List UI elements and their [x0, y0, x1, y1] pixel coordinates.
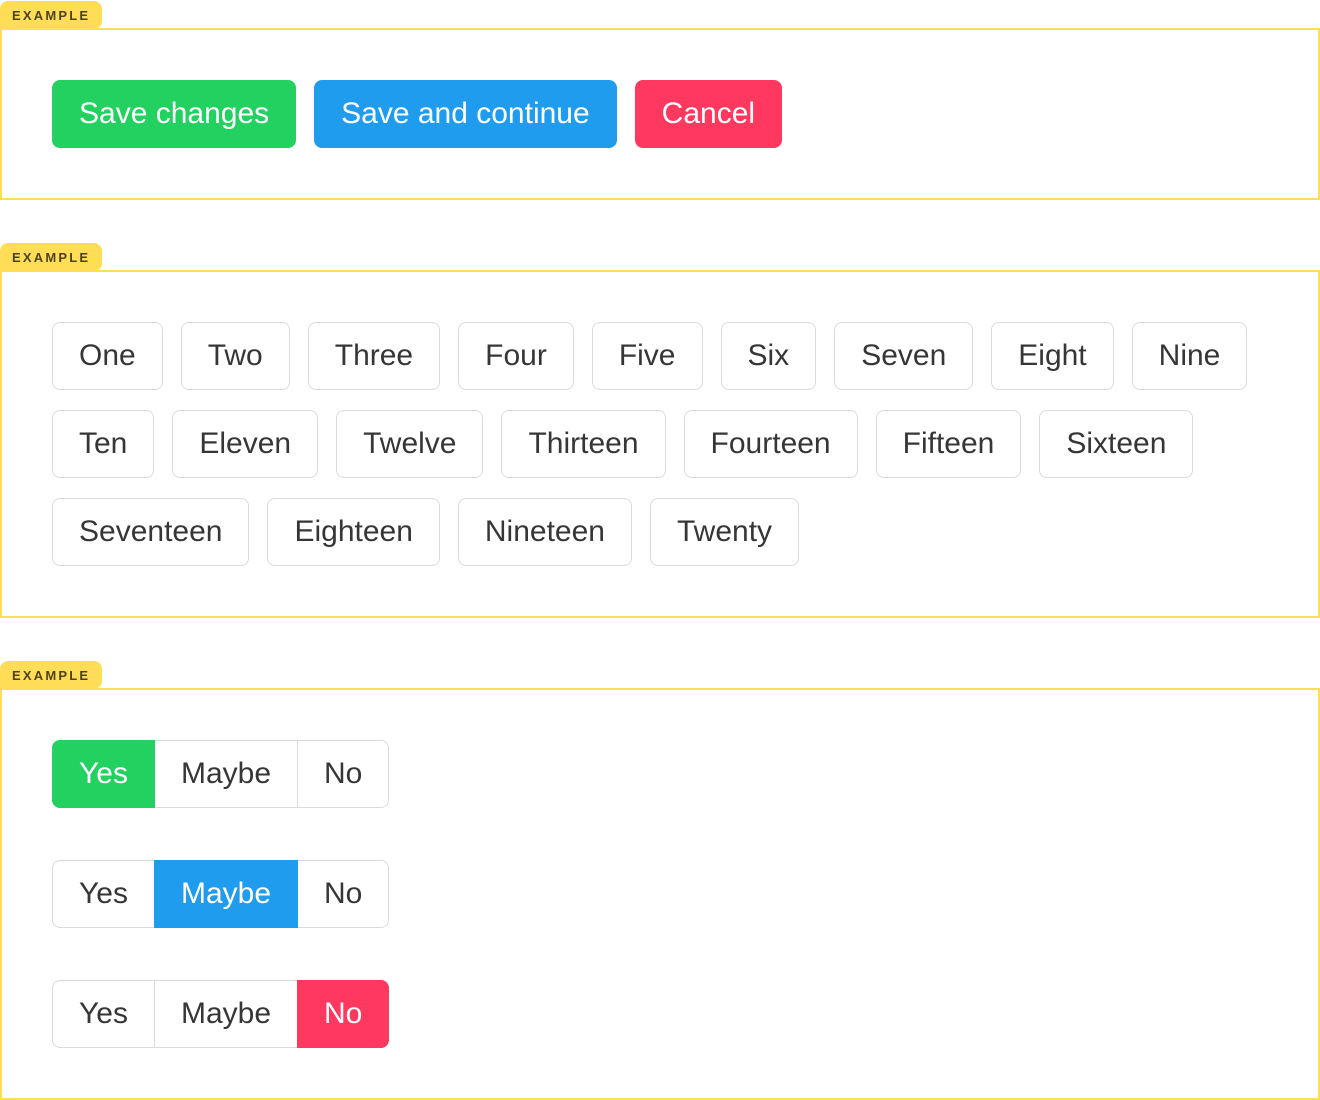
- number-buttons-row: One Two Three Four Five Six Seven Eight Nine Ten E…: [52, 322, 1268, 566]
- maybe-button[interactable]: Maybe: [153, 740, 298, 808]
- nineteen-button[interactable]: Nineteen: [457, 498, 632, 566]
- no-button[interactable]: No: [297, 740, 390, 808]
- example-section-groups: EXAMPLE Yes Maybe No Yes Maybe No Yes Maybe No: [0, 660, 1320, 1100]
- three-button[interactable]: Three: [307, 322, 441, 390]
- button-group-maybe-selected: Yes Maybe No: [52, 860, 390, 928]
- button-groups-column: Yes Maybe No Yes Maybe No Yes Maybe No: [52, 740, 1268, 1048]
- example-box: Save changes Save and continue Cancel: [0, 28, 1320, 200]
- six-button[interactable]: Six: [720, 322, 817, 390]
- ten-button[interactable]: Ten: [52, 410, 155, 478]
- save-and-continue-button[interactable]: Save and continue: [314, 80, 617, 148]
- yes-button[interactable]: Yes: [52, 740, 155, 808]
- five-button[interactable]: Five: [591, 322, 703, 390]
- sixteen-button[interactable]: Sixteen: [1039, 410, 1194, 478]
- maybe-button[interactable]: Maybe: [153, 980, 298, 1048]
- two-button[interactable]: Two: [180, 322, 290, 390]
- cancel-button[interactable]: Cancel: [634, 80, 783, 148]
- example-tab-label: EXAMPLE: [12, 7, 91, 23]
- yes-button[interactable]: Yes: [52, 860, 155, 928]
- example-tab-label: EXAMPLE: [12, 249, 91, 265]
- eight-button[interactable]: Eight: [991, 322, 1114, 390]
- seventeen-button[interactable]: Seventeen: [52, 498, 250, 566]
- example-tab: EXAMPLE: [0, 1, 103, 29]
- example-section-actions: EXAMPLE Save changes Save and continue Can…: [0, 0, 1320, 200]
- example-box: Yes Maybe No Yes Maybe No Yes Maybe No: [0, 688, 1320, 1100]
- button-group-no-selected: Yes Maybe No: [52, 980, 390, 1048]
- eighteen-button[interactable]: Eighteen: [267, 498, 440, 566]
- example-tab: EXAMPLE: [0, 243, 103, 271]
- no-button[interactable]: No: [297, 980, 390, 1048]
- four-button[interactable]: Four: [458, 322, 574, 390]
- twelve-button[interactable]: Twelve: [336, 410, 484, 478]
- fourteen-button[interactable]: Fourteen: [683, 410, 858, 478]
- button-group-yes-selected: Yes Maybe No: [52, 740, 390, 808]
- twenty-button[interactable]: Twenty: [649, 498, 800, 566]
- action-buttons-row: Save changes Save and continue Cancel: [52, 80, 1268, 148]
- one-button[interactable]: One: [52, 322, 163, 390]
- yes-button[interactable]: Yes: [52, 980, 155, 1048]
- thirteen-button[interactable]: Thirteen: [501, 410, 666, 478]
- maybe-button[interactable]: Maybe: [153, 860, 298, 928]
- fifteen-button[interactable]: Fifteen: [875, 410, 1022, 478]
- save-changes-button[interactable]: Save changes: [52, 80, 297, 148]
- example-tab: EXAMPLE: [0, 661, 103, 689]
- eleven-button[interactable]: Eleven: [172, 410, 319, 478]
- example-section-numbers: EXAMPLE One Two Three Four Five Six Seven Eight…: [0, 242, 1320, 618]
- example-box: One Two Three Four Five Six Seven Eight Nine Ten E…: [0, 270, 1320, 618]
- no-button[interactable]: No: [297, 860, 390, 928]
- seven-button[interactable]: Seven: [834, 322, 974, 390]
- example-tab-label: EXAMPLE: [12, 667, 91, 683]
- nine-button[interactable]: Nine: [1131, 322, 1248, 390]
